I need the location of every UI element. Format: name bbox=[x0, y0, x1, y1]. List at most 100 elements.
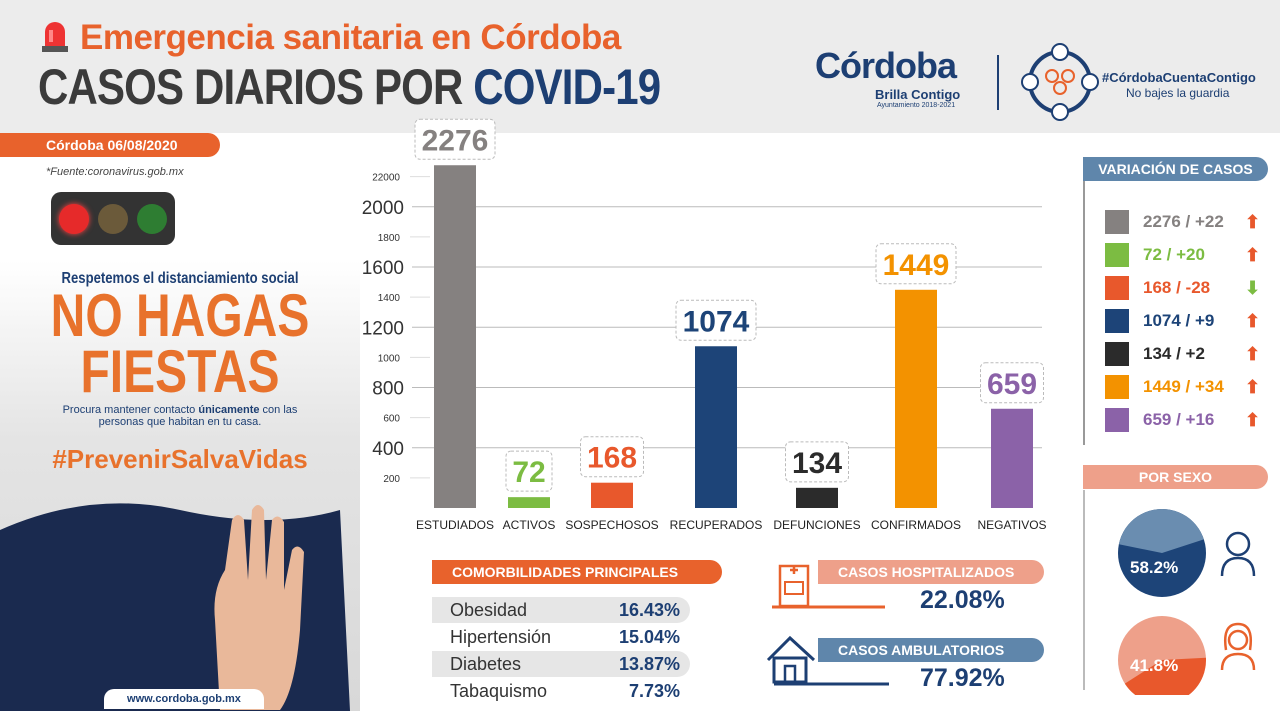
comorbidity-name: Diabetes bbox=[450, 654, 522, 674]
value-label-box bbox=[785, 441, 849, 483]
variation-text: 134 / +2 bbox=[1143, 344, 1205, 363]
y-tick-label: 1600 bbox=[362, 258, 404, 279]
house-icon bbox=[766, 635, 889, 686]
variation-item: 659 / +16 ⬆ bbox=[1105, 408, 1260, 432]
slogan: No bajes la guardia bbox=[1126, 86, 1230, 100]
y-tick-label-minor: 1000 bbox=[378, 353, 401, 364]
variation-divider bbox=[1083, 181, 1085, 445]
value-label: 2276 bbox=[422, 124, 489, 157]
bar-sospechosos bbox=[591, 482, 633, 508]
website-link[interactable]: www.cordoba.gob.mx bbox=[104, 689, 264, 709]
logo-text: Córdoba bbox=[815, 45, 957, 86]
distancing-text: Respetemos el distanciamiento social bbox=[61, 270, 299, 287]
value-label-box bbox=[505, 450, 553, 492]
bar-defunciones bbox=[796, 487, 838, 508]
page-title: CASOS DIARIOS POR COVID-19 bbox=[38, 58, 661, 116]
category-label: ACTIVOS bbox=[503, 518, 556, 532]
arrow-up-icon: ⬆ bbox=[1245, 311, 1261, 331]
value-label-box bbox=[675, 299, 757, 341]
variation-item: 72 / +20 ⬆ bbox=[1105, 243, 1260, 267]
no-hagas-text: NO HAGAS bbox=[50, 282, 310, 349]
arrow-up-icon: ⬆ bbox=[1245, 212, 1261, 232]
y-tick-label-minor: 1400 bbox=[378, 293, 401, 304]
logo-sub2: Ayuntamiento 2018-2021 bbox=[877, 102, 956, 109]
color-swatch bbox=[1105, 276, 1129, 300]
category-label: NEGATIVOS bbox=[977, 518, 1046, 532]
comorbidity-pct: 7.73% bbox=[628, 681, 680, 701]
variation-text: 2276 / +22 bbox=[1143, 212, 1224, 231]
arrow-up-icon: ⬆ bbox=[1245, 245, 1261, 265]
comorbidities-title: COMORBILIDADES PRINCIPALES bbox=[432, 560, 722, 584]
y-tick-label-minor: 600 bbox=[383, 414, 400, 425]
ambulatory-title: CASOS AMBULATORIOS bbox=[818, 638, 1044, 662]
siren-icon bbox=[42, 22, 68, 52]
title-covid: COVID-19 bbox=[473, 59, 661, 115]
bar-recuperados bbox=[695, 346, 737, 508]
value-label: 659 bbox=[987, 368, 1037, 401]
variation-item: 134 / +2 ⬆ bbox=[1105, 342, 1260, 366]
prevenir-hashtag: #PrevenirSalvaVidas bbox=[52, 444, 308, 474]
color-swatch bbox=[1105, 210, 1129, 234]
comorbidity-name: Tabaquismo bbox=[450, 681, 548, 701]
comorbidity-row: Diabetes 13.87% bbox=[432, 651, 690, 677]
male-pie bbox=[1118, 509, 1206, 597]
contact-note: Procura mantener contacto únicamente con… bbox=[45, 404, 315, 428]
male-pct: 58.2% bbox=[1130, 558, 1179, 577]
variation-text: 168 / -28 bbox=[1143, 278, 1211, 297]
comorbidity-name: Obesidad bbox=[450, 600, 528, 620]
community-icon bbox=[1021, 43, 1099, 121]
category-label: ESTUDIADOS bbox=[416, 518, 494, 532]
arrow-up-icon: ⬆ bbox=[1245, 344, 1261, 364]
bar-confirmados bbox=[895, 289, 937, 508]
hospitalized-title: CASOS HOSPITALIZADOS bbox=[818, 560, 1044, 584]
title-part: CASOS DIARIOS POR bbox=[38, 59, 463, 115]
arrow-up-icon: ⬆ bbox=[1245, 377, 1261, 397]
value-label-box bbox=[980, 362, 1044, 404]
hospitalized-pct: 22.08% bbox=[920, 586, 1005, 614]
variation-item: 1074 / +9 ⬆ bbox=[1105, 309, 1260, 333]
note-a: Procura mantener contacto bbox=[62, 404, 199, 416]
comorbidity-pct: 16.43% bbox=[618, 600, 680, 620]
variation-text: 1074 / +9 bbox=[1143, 311, 1215, 330]
bar-estudiados bbox=[434, 165, 476, 508]
traffic-light-icon bbox=[51, 192, 175, 245]
bar-activos bbox=[508, 497, 550, 508]
note-c: con las personas que habitan en tu casa. bbox=[98, 404, 298, 428]
ambulatory-pct: 77.92% bbox=[920, 664, 1005, 692]
hashtag-cuenta: #CórdobaCuentaContigo bbox=[1102, 70, 1256, 85]
category-label: RECUPERADOS bbox=[670, 518, 763, 532]
arrow-down-icon: ⬇ bbox=[1245, 278, 1261, 298]
category-label: CONFIRMADOS bbox=[871, 518, 961, 532]
arrow-up-icon: ⬆ bbox=[1245, 410, 1261, 430]
person-hand-illustration bbox=[0, 503, 350, 711]
divider bbox=[997, 55, 999, 110]
female-icon bbox=[1220, 622, 1256, 671]
variation-item: 2276 / +22 ⬆ bbox=[1105, 210, 1260, 234]
value-label: 1074 bbox=[683, 305, 750, 338]
category-label: SOSPECHOSOS bbox=[565, 518, 658, 532]
variation-item: 1449 / +34 ⬆ bbox=[1105, 375, 1260, 399]
variation-text: 1449 / +34 bbox=[1143, 377, 1224, 396]
variation-title: VARIACIÓN DE CASOS bbox=[1083, 157, 1268, 181]
variation-item: 168 / -28 ⬇ bbox=[1105, 276, 1260, 300]
comorbidity-name: Hipertensión bbox=[450, 627, 552, 647]
color-swatch bbox=[1105, 243, 1129, 267]
logo-sub: Brilla Contigo bbox=[875, 87, 961, 102]
sex-title: POR SEXO bbox=[1083, 465, 1268, 489]
bar-chart: 400 800 1200 1600 2000 200 600 1000 1400 1800 2200… bbox=[362, 118, 1047, 532]
y-tick-label-minor: 200 bbox=[383, 474, 400, 485]
variation-text: 659 / +16 bbox=[1143, 410, 1215, 429]
sex-pies bbox=[1118, 509, 1206, 695]
comorbidity-row: Obesidad 16.43% bbox=[432, 597, 690, 623]
bar-negativos bbox=[991, 408, 1033, 508]
note-b: únicamente bbox=[198, 404, 260, 416]
color-swatch bbox=[1105, 408, 1129, 432]
y-tick-label: 400 bbox=[372, 439, 404, 460]
cordoba-logo: Córdoba Brilla Contigo Ayuntamiento 2018… bbox=[815, 45, 960, 109]
male-icon bbox=[1220, 531, 1256, 577]
comorbidity-row: Hipertensión 15.04% bbox=[432, 624, 690, 650]
variation-text: 72 / +20 bbox=[1143, 245, 1205, 264]
value-label-box bbox=[875, 243, 957, 285]
y-tick-label: 800 bbox=[372, 379, 404, 400]
y-tick-label: 1200 bbox=[362, 318, 404, 339]
